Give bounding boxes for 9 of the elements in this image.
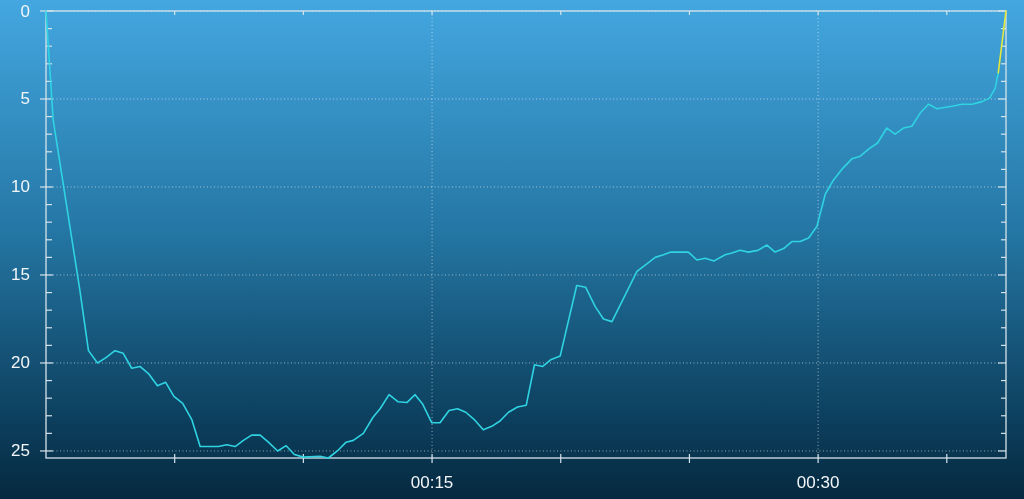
y-tick-label: 15 xyxy=(11,265,30,285)
y-tick-label: 20 xyxy=(11,353,30,373)
x-tick-label: 00:30 xyxy=(796,472,840,492)
line-series xyxy=(45,10,1000,459)
y-tick-label: 5 xyxy=(20,89,30,109)
y-tick-label: 25 xyxy=(11,441,30,461)
x-tick-label: 00:15 xyxy=(410,472,454,492)
y-tick-label: 0 xyxy=(20,1,30,21)
y-tick-label: 10 xyxy=(11,177,30,197)
